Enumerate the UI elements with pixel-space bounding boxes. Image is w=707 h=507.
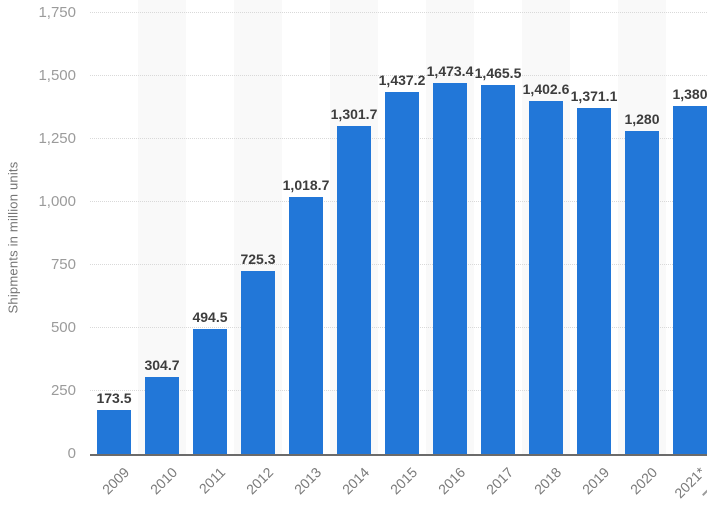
bar-value-label: 1,402.6 (522, 80, 570, 97)
bar-value-label: 1,380 (672, 86, 707, 103)
plot-area: 173.5 304.7 494.5 725.3 1,018.7 1,301.7 1,437.… (90, 0, 707, 456)
y-tick-label: 1,000 (38, 193, 76, 210)
y-tick-label: 1,500 (38, 67, 76, 84)
cut-off-label-mark (702, 486, 707, 496)
bar-2016[interactable] (433, 82, 467, 454)
bar-value-label: 1,371.1 (570, 88, 618, 105)
y-tick-label: 1,750 (38, 4, 76, 21)
gridline (90, 12, 707, 13)
bar-value-label: 1,280 (624, 111, 660, 128)
bar-value-label: 1,018.7 (282, 177, 330, 194)
bar-value-label: 1,465.5 (474, 64, 522, 81)
bar-value-label: 1,473.4 (426, 62, 474, 79)
bar-2014[interactable] (337, 125, 371, 454)
bar-2010[interactable] (145, 377, 179, 454)
y-tick-label: 750 (50, 256, 76, 273)
bar-2011[interactable] (193, 329, 227, 454)
y-tick-label: 250 (50, 382, 76, 399)
y-tick-label: 500 (50, 319, 76, 336)
bar-2012[interactable] (241, 271, 275, 454)
y-tick-label: 0 (67, 445, 76, 462)
bar-2020[interactable] (625, 131, 659, 454)
bar-2017[interactable] (481, 84, 515, 454)
gridline (90, 75, 707, 76)
bar-value-label: 1,437.2 (378, 71, 426, 88)
x-tick-label: 2009 (98, 464, 133, 498)
bar-2009[interactable] (97, 410, 131, 454)
bar-2013[interactable] (289, 197, 323, 454)
bar-2019[interactable] (577, 108, 611, 454)
bar-2015[interactable] (385, 91, 419, 454)
bar-2018[interactable] (529, 100, 563, 454)
bar-value-label: 1,301.7 (330, 105, 378, 122)
bar-value-label: 725.3 (240, 251, 276, 268)
y-tick-label: 1,250 (38, 130, 76, 147)
bar-value-label: 304.7 (144, 357, 180, 374)
bar-value-label: 173.5 (96, 390, 132, 407)
bar-value-label: 494.5 (192, 309, 228, 326)
y-axis-title: Shipments in million units (5, 161, 21, 314)
bar-2021[interactable] (673, 106, 707, 454)
